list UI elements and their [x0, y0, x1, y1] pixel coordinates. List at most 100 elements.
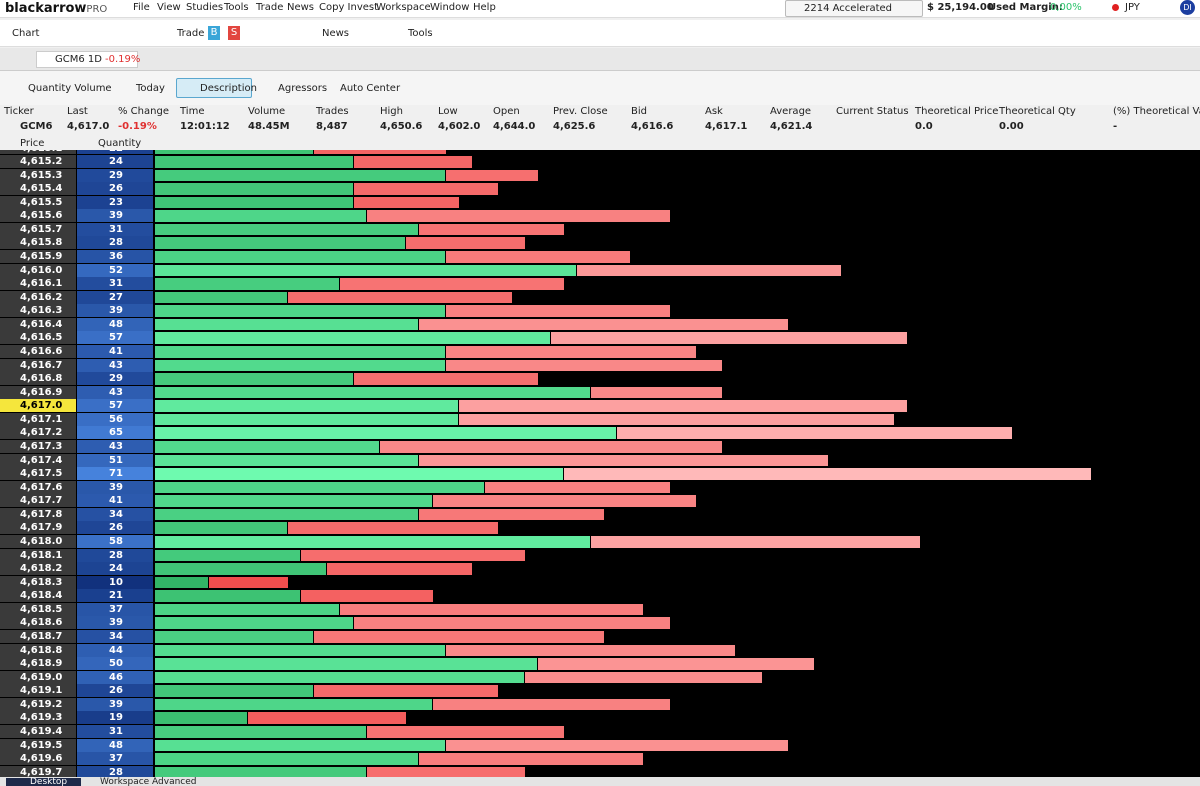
avatar[interactable]: DI [1180, 0, 1195, 15]
menu-item[interactable]: Studies [186, 2, 224, 13]
chart-button[interactable]: Chart [12, 28, 40, 39]
tab[interactable] [36, 51, 138, 68]
sell-bar [419, 508, 604, 521]
buy-bar [155, 658, 537, 670]
buy-bar [155, 291, 287, 304]
buy-button[interactable]: B [208, 26, 220, 40]
sell-bar [445, 251, 631, 263]
sell-bar [419, 223, 565, 236]
margin-label: Used Margin: [988, 2, 1063, 13]
ticker-header: Low [438, 106, 458, 117]
sell-bar [537, 658, 815, 670]
sell-bar [577, 264, 841, 277]
buy-bar [155, 278, 340, 290]
quantity-cell: 28 [77, 765, 153, 777]
sell-bar [406, 237, 525, 250]
menu-item[interactable]: View [157, 2, 181, 13]
quantity-cell: 37 [77, 602, 153, 616]
sell-button[interactable]: S [228, 26, 240, 40]
buy-bar [155, 196, 353, 209]
menu-item[interactable]: File [133, 2, 150, 13]
sell-bar [379, 441, 723, 453]
menu-item[interactable]: News [287, 2, 315, 13]
price-cell: 4,615.3 [0, 168, 76, 182]
toolbar-button[interactable]: Agressors [278, 83, 328, 94]
desktop-label: Desktop [30, 777, 68, 786]
quantity-cell: 10 [77, 575, 153, 589]
sell-bar [564, 468, 1092, 480]
sell-bar [208, 576, 288, 589]
trade-button[interactable]: Trade [177, 28, 205, 39]
ticker-value: 4,616.6 [631, 121, 674, 132]
workspace-label[interactable]: Workspace Advanced [100, 777, 197, 786]
ticker-value: 0.00 [999, 121, 1024, 132]
menu-item[interactable]: Help [473, 2, 496, 13]
quantity-cell: 57 [77, 331, 153, 345]
sell-bar [340, 278, 565, 290]
menu-item[interactable]: Tools [224, 2, 249, 13]
price-cell: 4,618.5 [0, 602, 76, 616]
price-cell: 4,616.6 [0, 345, 76, 359]
buy-bar [155, 481, 485, 494]
buy-bar [155, 508, 419, 521]
tools-button[interactable]: Tools [408, 28, 433, 39]
account-selector[interactable]: 2214 Accelerated [785, 0, 923, 17]
price-cell: 4,619.4 [0, 725, 76, 738]
price-cell: 4,618.9 [0, 657, 76, 671]
buy-bar [155, 617, 353, 629]
quantity-cell: 36 [77, 250, 153, 264]
toolbar-button[interactable]: Quantity Volume [28, 83, 112, 94]
buy-bar [155, 441, 379, 453]
news-button[interactable]: News [322, 28, 350, 39]
sell-bar [445, 739, 789, 752]
ticker-value: - [1113, 121, 1118, 132]
toolbar-button[interactable]: Description [200, 83, 257, 94]
menu-item[interactable]: Trade [256, 2, 284, 13]
quantity-cell: 43 [77, 440, 153, 453]
quantity-cell: 50 [77, 657, 153, 671]
toolbar-button[interactable]: Auto Center [340, 83, 401, 94]
buy-bar [155, 210, 366, 222]
price-cell: 4,617.2 [0, 426, 76, 440]
desktop-tab[interactable] [6, 778, 81, 786]
brand: blackarrowPRO [5, 1, 107, 16]
toolbar [0, 20, 1200, 47]
buy-bar [155, 753, 419, 765]
volume-ladder: 4,615.1224,615.2244,615.3294,615.4264,61… [0, 150, 1200, 777]
ticker-header: Theoretical Qty [999, 106, 1076, 117]
price-cell: 4,619.1 [0, 684, 76, 698]
quantity-cell: 44 [77, 643, 153, 657]
price-cell: 4,617.6 [0, 480, 76, 494]
quantity-cell: 52 [77, 263, 153, 277]
price-cell: 4,618.2 [0, 562, 76, 576]
quantity-cell: 26 [77, 521, 153, 535]
buy-bar [155, 603, 340, 616]
sell-bar [590, 536, 920, 548]
currency[interactable]: JPY [1125, 2, 1140, 13]
quantity-cell: 26 [77, 684, 153, 698]
ticker-value: -0.19% [118, 121, 157, 132]
buy-bar [155, 739, 445, 752]
sell-bar [340, 603, 644, 616]
quantity-cell: 41 [77, 494, 153, 508]
ticker-header: High [380, 106, 403, 117]
quantity-cell: 39 [77, 209, 153, 223]
price-cell: 4,617.7 [0, 494, 76, 508]
toolbar-button[interactable]: Today [136, 83, 165, 94]
quantity-cell: 34 [77, 507, 153, 521]
ticker-header: Volume [248, 106, 286, 117]
price-cell: 4,616.4 [0, 317, 76, 331]
buy-bar [155, 386, 590, 399]
menu-item[interactable]: Copy Invest [319, 2, 379, 13]
buy-bar [155, 373, 353, 385]
menu-item[interactable]: Workspace [376, 2, 431, 13]
buy-bar [155, 576, 208, 589]
active-button[interactable] [176, 78, 252, 98]
tab-bar [0, 48, 1200, 71]
price-cell: 4,615.5 [0, 195, 76, 209]
status-bar [0, 777, 1200, 786]
ticker-value: 4,617.1 [705, 121, 748, 132]
sell-bar [366, 210, 670, 222]
buy-bar [155, 305, 445, 317]
menu-item[interactable]: Window [430, 2, 470, 13]
